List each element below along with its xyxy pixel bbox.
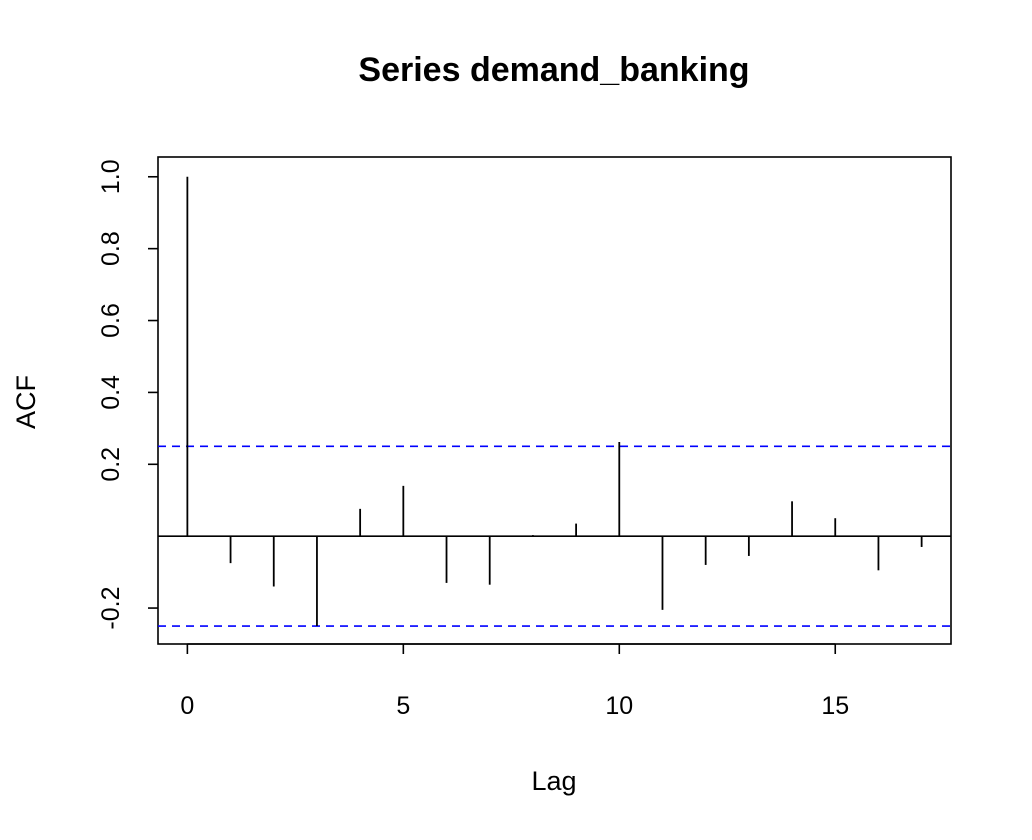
plot-frame — [157, 156, 952, 645]
x-axis-label: Lag — [531, 766, 576, 796]
chart-marks: 0 5 10 15 -0.2 0.2 0.4 0.6 0.8 1.0 — [97, 159, 951, 720]
y-tick-label: 0.4 — [97, 375, 125, 410]
y-tick-label: 0.8 — [97, 231, 125, 266]
y-tick-label: 0.2 — [97, 447, 125, 482]
x-tick-label: 0 — [180, 692, 194, 720]
y-tick-label: 1.0 — [97, 159, 125, 194]
y-axis-label: ACF — [11, 375, 41, 429]
y-tick-label: -0.2 — [97, 587, 125, 630]
x-tick-label: 15 — [821, 692, 849, 720]
x-tick-label: 10 — [605, 692, 633, 720]
x-tick-label: 5 — [396, 692, 410, 720]
chart-title: Series demand_banking — [358, 51, 749, 89]
y-tick-label: 0.6 — [97, 303, 125, 338]
